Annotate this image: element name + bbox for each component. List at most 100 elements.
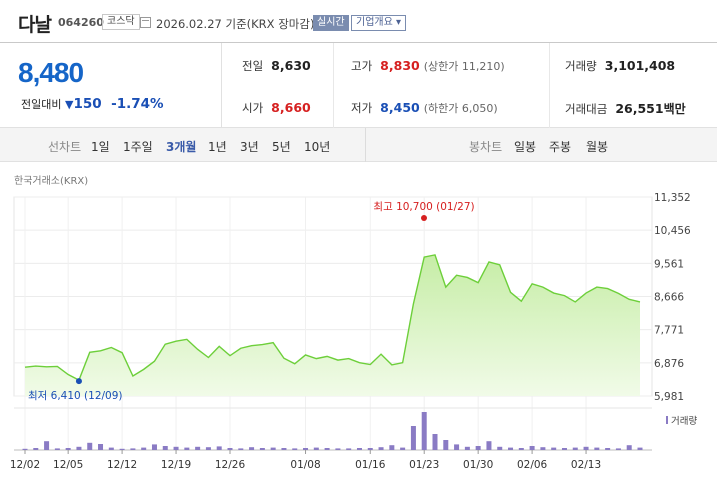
price-panel: 8,480 전일대비 ▼150 -1.74% (0, 43, 222, 128)
volume-bar (432, 434, 438, 450)
volume-bar (33, 448, 39, 450)
change-label: 전일대비 (21, 98, 62, 111)
tab-1day[interactable]: 1일 (91, 140, 110, 154)
volume-bar (443, 440, 449, 450)
tab-1year[interactable]: 1년 (208, 140, 227, 154)
volume-bar (389, 445, 395, 450)
volume-bar (605, 448, 611, 450)
volume-bar (151, 444, 157, 450)
column-divider (549, 43, 550, 128)
volume-bar (454, 444, 460, 450)
tab-10year[interactable]: 10년 (304, 140, 331, 154)
y-tick-label: 11,352 (654, 192, 691, 204)
company-overview-dropdown[interactable]: 기업개요 ▾ (351, 15, 406, 31)
stock-header: 다날 064260 코스닥 2026.02.27 기준(KRX 장마감) 실시간… (0, 0, 717, 36)
volume-bar (184, 447, 190, 450)
volume-bar (335, 448, 341, 450)
x-tick-label: 01/30 (463, 459, 493, 471)
high-label: 고가 (351, 59, 373, 73)
volume-bar (346, 448, 352, 450)
volume-bar (378, 447, 384, 450)
volume-bar (475, 446, 481, 450)
volume-bar (76, 446, 82, 450)
tab-daily[interactable]: 일봉 (514, 140, 537, 154)
prev-close-label: 전일 (242, 59, 264, 73)
volume-bar (561, 448, 567, 450)
trade-value: 거래대금 26,551백만 (565, 100, 686, 117)
x-tick-label: 12/12 (107, 459, 137, 471)
high-annotation: 최고 10,700 (01/27) (373, 201, 474, 213)
volume-bar (141, 447, 147, 450)
x-tick-label: 12/19 (161, 459, 191, 471)
volume-bar (205, 447, 211, 450)
change-percent: -1.74% (111, 96, 164, 112)
chart-tabs: 선차트 1일 1주일 3개월 1년 3년 5년 10년 봉차트 일봉 주봉 월봉 (0, 128, 717, 162)
price-area (25, 254, 640, 396)
volume-bar (87, 442, 93, 450)
x-tick-label: 01/16 (355, 459, 386, 471)
tab-1week[interactable]: 1주일 (123, 140, 153, 154)
change-amount: 150 (73, 96, 102, 112)
x-tick-label: 02/06 (517, 459, 548, 471)
volume-bar (119, 448, 125, 450)
volume-bar (486, 441, 492, 450)
stock-name: 다날 (18, 14, 52, 36)
prev-close: 전일 8,630 (242, 58, 311, 74)
volume-bar (270, 447, 276, 450)
volume-bar (637, 447, 643, 450)
volume-legend: 거래량 (666, 413, 697, 427)
y-tick-label: 5,981 (654, 391, 684, 403)
upper-limit: (상한가 11,210) (423, 60, 505, 73)
volume-bar (303, 448, 309, 450)
down-arrow-icon: ▼ (64, 98, 74, 111)
volume-bar (130, 448, 136, 450)
x-tick-label: 01/08 (290, 459, 320, 471)
volume-bar (108, 447, 114, 450)
volume-bar (249, 447, 255, 450)
tab-3month[interactable]: 3개월 (166, 140, 197, 154)
line-chart-label: 선차트 (48, 140, 82, 154)
low-price: 저가 8,450 (하한가 6,050) (351, 100, 498, 116)
volume: 거래량 3,101,408 (565, 58, 675, 74)
volume-bar (626, 445, 632, 450)
x-tick-label: 12/05 (53, 459, 83, 471)
trade-value-unit: 백만 (663, 102, 686, 116)
low-annotation: 최저 6,410 (12/09) (28, 390, 123, 402)
tabs-divider (365, 128, 366, 162)
volume-bar (615, 448, 621, 450)
y-tick-label: 10,456 (654, 225, 691, 237)
volume-bar (259, 448, 265, 450)
volume-bar (173, 446, 179, 450)
trade-value-amount: 26,551 (615, 101, 664, 116)
volume-bar (238, 448, 244, 450)
tab-5year[interactable]: 5년 (272, 140, 291, 154)
volume-bar (227, 448, 233, 450)
prev-close-value: 8,630 (271, 58, 311, 73)
candle-chart-label: 봉차트 (469, 140, 503, 154)
volume-bar (572, 447, 578, 450)
volume-bar (313, 447, 319, 450)
volume-bar (65, 448, 71, 450)
low-label: 저가 (351, 101, 373, 115)
realtime-button[interactable]: 실시간 (313, 15, 349, 31)
volume-bar (400, 447, 406, 450)
x-tick-label: 12/26 (215, 459, 246, 471)
volume-bar (421, 412, 427, 450)
low-value: 8,450 (380, 100, 420, 115)
volume-bar (464, 446, 470, 450)
volume-bar (410, 426, 416, 450)
volume-bar (98, 444, 104, 450)
volume-bar (281, 448, 287, 450)
open-price: 시가 8,660 (242, 100, 311, 116)
volume-bar (518, 448, 524, 450)
tab-weekly[interactable]: 주봉 (549, 140, 572, 154)
y-tick-label: 6,876 (654, 358, 684, 370)
tab-3year[interactable]: 3년 (240, 140, 259, 154)
volume-bar (292, 448, 298, 450)
price-line (24, 254, 641, 382)
volume-bar (162, 446, 168, 450)
volume-bar (44, 441, 50, 450)
tab-monthly[interactable]: 월봉 (586, 140, 609, 154)
volume-bar (551, 447, 557, 450)
